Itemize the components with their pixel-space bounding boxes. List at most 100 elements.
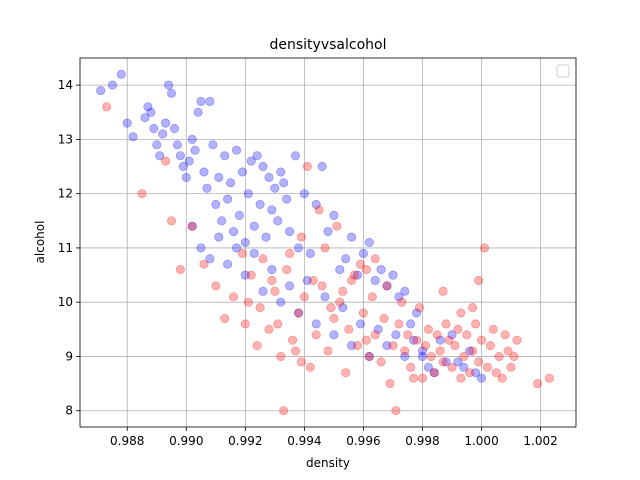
data-point-red: [491, 368, 501, 378]
data-point-red: [544, 373, 554, 383]
data-point-red: [187, 221, 197, 231]
y-axis-label: alcohol: [33, 221, 47, 264]
data-point-red: [355, 259, 365, 269]
data-point-blue: [267, 265, 277, 275]
data-point-blue: [220, 151, 230, 161]
x-tick-label: 0.990: [169, 434, 203, 448]
data-point-red: [423, 324, 433, 334]
data-point-blue: [214, 172, 224, 182]
data-point-blue: [158, 129, 168, 139]
data-point-red: [137, 189, 147, 199]
data-point-blue: [285, 281, 295, 291]
chart-title: densityvsalcohol: [270, 37, 387, 53]
data-point-blue: [249, 248, 259, 258]
data-point-red: [320, 243, 330, 253]
data-point-red: [270, 286, 280, 296]
data-point-blue: [347, 232, 357, 242]
data-point-red: [308, 275, 318, 285]
x-tick-label: 0.992: [228, 434, 262, 448]
data-point-red: [276, 351, 286, 361]
x-tick-label: 1.000: [464, 434, 498, 448]
data-point-blue: [338, 303, 348, 313]
data-point-red: [267, 275, 277, 285]
data-point-blue: [143, 102, 153, 112]
data-point-blue: [329, 330, 339, 340]
data-point-red: [290, 346, 300, 356]
data-point-blue: [155, 151, 165, 161]
data-point-blue: [394, 292, 404, 302]
data-point-blue: [290, 151, 300, 161]
data-point-red: [417, 373, 427, 383]
data-point-red: [391, 406, 401, 416]
data-point-blue: [293, 243, 303, 253]
data-point-red: [479, 243, 489, 253]
data-point-red: [456, 373, 466, 383]
data-point-red: [364, 351, 374, 361]
data-point-blue: [175, 151, 185, 161]
data-point-red: [229, 292, 239, 302]
data-point-red: [397, 297, 407, 307]
data-point-red: [394, 319, 404, 329]
data-point-blue: [376, 265, 386, 275]
data-point-red: [488, 324, 498, 334]
data-point-red: [344, 324, 354, 334]
data-point-red: [237, 248, 247, 258]
data-point-blue: [223, 194, 233, 204]
data-point-red: [338, 286, 348, 296]
data-point-red: [414, 303, 424, 313]
data-point-red: [243, 297, 253, 307]
data-point-red: [273, 319, 283, 329]
y-tick-label: 14: [58, 78, 73, 92]
data-point-red: [474, 275, 484, 285]
data-point-red: [350, 270, 360, 280]
data-point-blue: [217, 216, 227, 226]
data-point-blue: [273, 216, 283, 226]
data-point-blue: [335, 265, 345, 275]
data-point-red: [220, 313, 230, 323]
data-point-blue: [181, 172, 191, 182]
data-point-blue: [347, 341, 357, 351]
y-tick-label: 8: [65, 404, 73, 418]
data-point-blue: [435, 335, 445, 345]
data-point-blue: [187, 134, 197, 144]
data-point-red: [288, 335, 298, 345]
data-point-blue: [258, 286, 268, 296]
data-point-blue: [417, 346, 427, 356]
data-point-red: [406, 362, 416, 372]
data-point-red: [175, 265, 185, 275]
data-point-red: [444, 335, 454, 345]
data-point-red: [282, 265, 292, 275]
data-point-blue: [226, 178, 236, 188]
data-point-blue: [246, 156, 256, 166]
data-point-blue: [96, 86, 106, 96]
data-point-blue: [122, 118, 132, 128]
data-point-blue: [202, 183, 212, 193]
data-point-red: [429, 368, 439, 378]
data-point-blue: [152, 140, 162, 150]
data-point-blue: [140, 113, 150, 123]
data-point-blue: [264, 172, 274, 182]
data-point-blue: [364, 351, 374, 361]
data-point-red: [441, 319, 451, 329]
data-point-red: [438, 286, 448, 296]
data-point-red: [311, 330, 321, 340]
data-point-blue: [270, 183, 280, 193]
data-point-blue: [293, 308, 303, 318]
data-point-blue: [285, 227, 295, 237]
data-point-blue: [205, 254, 215, 264]
data-point-blue: [409, 335, 419, 345]
data-point-red: [468, 346, 478, 356]
data-point-blue: [196, 96, 206, 106]
data-point-red: [302, 162, 312, 172]
x-axis-ticks: 0.988 0.990 0.992 0.994 0.996 0.998 1.000 1.002: [110, 427, 558, 448]
data-point-blue: [329, 210, 339, 220]
data-point-blue: [149, 124, 159, 134]
data-point-blue: [373, 324, 383, 334]
data-point-red: [329, 313, 339, 323]
data-point-blue: [311, 200, 321, 210]
data-point-blue: [267, 205, 277, 215]
data-point-red: [102, 102, 112, 112]
data-point-red: [367, 292, 377, 302]
data-point-blue: [465, 346, 475, 356]
data-point-red: [471, 319, 481, 329]
